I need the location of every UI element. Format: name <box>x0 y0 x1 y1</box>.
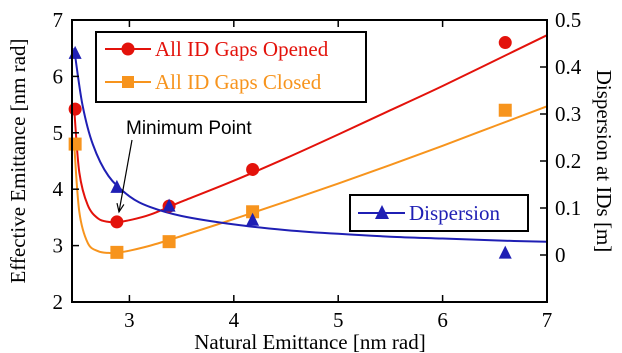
series-closed-point <box>246 205 260 219</box>
x-axis-title: Natural Emittance [nm rad] <box>194 330 425 353</box>
series-closed-point <box>68 137 82 151</box>
annotation-minimum-point: Minimum Point <box>116 118 252 214</box>
y-right-tick-label: 0.4 <box>555 55 582 79</box>
y-left-tick-label: 3 <box>53 234 64 258</box>
series-closed-point <box>110 245 124 259</box>
y-left-tick-label: 6 <box>53 64 64 88</box>
legend-dispersion: Dispersion <box>349 194 529 232</box>
x-tick-label: 4 <box>229 308 240 332</box>
legend-dispersion-marker <box>375 205 389 219</box>
legend-opened-marker <box>121 42 135 56</box>
legend-dispersion-label: Dispersion <box>409 201 500 225</box>
legend-opened-label: All ID Gaps Opened <box>155 37 329 61</box>
y-right-tick-label: 0.3 <box>555 102 581 126</box>
series-opened-point <box>68 102 82 116</box>
series-closed-point <box>162 235 176 249</box>
series-dispersion-point <box>68 45 82 59</box>
series-opened-line <box>73 34 548 224</box>
x-tick-label: 6 <box>437 308 448 332</box>
tick-labels: 3 4 5 6 7 2 3 4 5 6 7 0 0.1 0.2 0.3 0.4 0.5 <box>53 8 582 332</box>
series-dispersion-point <box>498 245 512 259</box>
series-curves <box>73 34 548 254</box>
series-opened-point <box>110 215 124 229</box>
y-left-tick-label: 2 <box>53 290 64 314</box>
legend-closed-marker <box>122 76 134 88</box>
legend-gaps-box <box>95 31 367 103</box>
plot-frame <box>71 19 548 303</box>
series-closed-point <box>498 103 512 117</box>
y-right-tick-label: 0 <box>555 243 566 267</box>
series-closed-line <box>73 105 548 254</box>
legend-closed-label: All ID Gaps Closed <box>155 70 322 94</box>
annotation-arrowhead <box>116 202 125 214</box>
y-right-tick-label: 0.1 <box>555 196 581 220</box>
series-opened-point <box>246 162 260 176</box>
y-right-tick-label: 0.2 <box>555 149 581 173</box>
y-right-tick-label: 0.5 <box>555 8 581 32</box>
y-left-tick-label: 4 <box>53 177 64 201</box>
series-dispersion-point <box>162 198 176 212</box>
series-dispersion-point <box>110 179 124 193</box>
annotation-minimum-point-label: Minimum Point <box>126 118 252 139</box>
series-dispersion-line <box>73 48 548 243</box>
x-tick-label: 5 <box>333 308 344 332</box>
y-left-axis-title: Effective Emittance [nm rad] <box>6 38 30 283</box>
series-opened-point <box>498 36 512 50</box>
y-left-tick-label: 5 <box>53 121 64 145</box>
annotation-arrow <box>118 139 133 213</box>
series-dispersion-point <box>246 212 260 226</box>
y-right-axis-title: Dispersion at IDs [m] <box>592 70 616 253</box>
y-left-tick-label: 7 <box>53 8 64 32</box>
x-tick-label: 3 <box>124 308 135 332</box>
x-tick-label: 7 <box>542 308 553 332</box>
legend-gaps: All ID Gaps Opened All ID Gaps Closed <box>95 31 367 103</box>
